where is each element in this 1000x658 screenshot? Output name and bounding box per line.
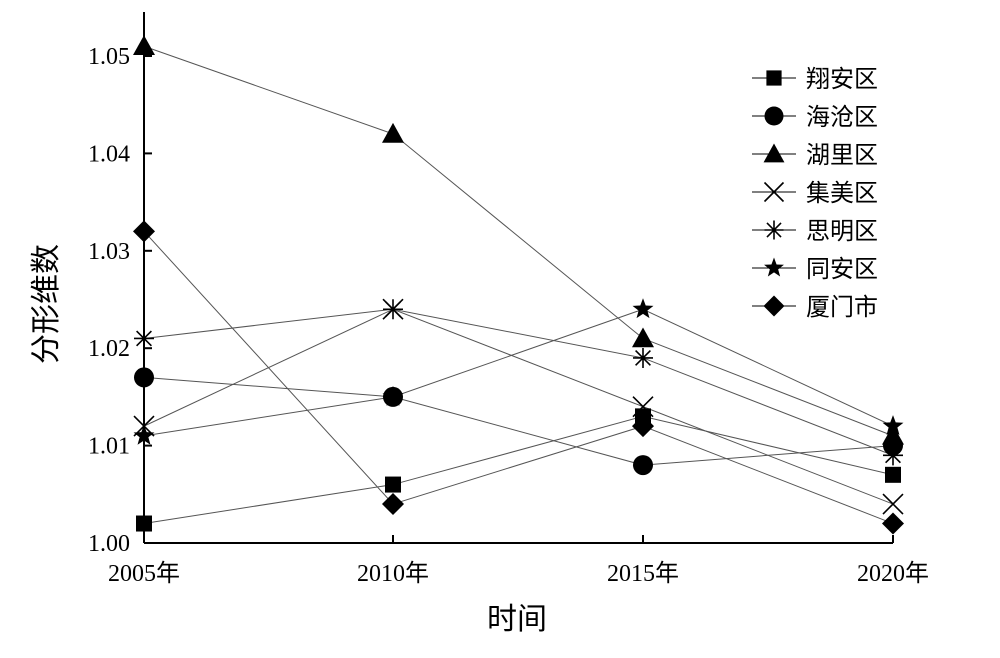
data-point-series7-2 bbox=[382, 493, 404, 516]
legend-marker-triangle-icon bbox=[763, 143, 785, 163]
data-point-series2-1 bbox=[134, 367, 154, 388]
legend-item-5: 思明区 bbox=[752, 217, 878, 245]
legend-label: 厦门市 bbox=[806, 293, 878, 321]
legend-label: 同安区 bbox=[806, 255, 878, 283]
series-line-7 bbox=[143, 230, 894, 524]
data-point-series7-3 bbox=[632, 415, 654, 438]
x-axis-title: 时间 bbox=[487, 602, 547, 637]
legend-marker-circle-icon bbox=[764, 106, 784, 126]
data-point-series2-3 bbox=[633, 455, 653, 476]
series-line-5 bbox=[143, 308, 894, 456]
data-point-series6-4 bbox=[882, 415, 904, 436]
data-point-series3-1 bbox=[133, 35, 155, 56]
y-tick-label: 1.00 bbox=[88, 531, 130, 557]
legend-label: 思明区 bbox=[806, 217, 878, 245]
y-tick-label: 1.05 bbox=[88, 44, 130, 70]
data-point-series4-3 bbox=[632, 396, 654, 418]
series-markers bbox=[133, 35, 904, 535]
series-line-3 bbox=[143, 45, 894, 437]
data-point-series3-2 bbox=[382, 122, 404, 143]
data-point-series5-3 bbox=[633, 347, 653, 368]
x-tick-label: 2020年 bbox=[857, 560, 929, 587]
data-point-series5-2 bbox=[383, 299, 403, 320]
legend-marker-square-icon bbox=[766, 70, 782, 86]
data-point-series7-4 bbox=[882, 512, 904, 535]
data-point-series6-3 bbox=[632, 298, 654, 319]
legend-item-6: 同安区 bbox=[752, 255, 878, 283]
y-tick-label: 1.04 bbox=[88, 141, 130, 167]
y-tick-label: 1.01 bbox=[88, 434, 130, 460]
data-point-series6-1 bbox=[133, 424, 155, 445]
series-line-2 bbox=[143, 376, 894, 466]
legend-item-4: 集美区 bbox=[752, 179, 878, 207]
legend-marker-x-icon bbox=[763, 181, 785, 203]
legend-label: 翔安区 bbox=[806, 65, 878, 93]
legend-label: 湖里区 bbox=[806, 141, 878, 169]
legend-label: 海沧区 bbox=[806, 103, 878, 131]
y-tick-label: 1.03 bbox=[88, 239, 130, 265]
series-lines bbox=[143, 45, 894, 525]
legend-label: 集美区 bbox=[806, 179, 878, 207]
legend-marker-asterisk-icon bbox=[764, 220, 784, 240]
x-tick-label: 2005年 bbox=[108, 560, 180, 587]
data-point-series5-4 bbox=[883, 445, 903, 466]
data-point-series3-4 bbox=[882, 424, 904, 445]
x-tick-label: 2015年 bbox=[607, 560, 679, 587]
data-point-series1-4 bbox=[885, 466, 901, 483]
x-tick-label: 2010年 bbox=[357, 560, 429, 587]
legend-marker-star-icon bbox=[764, 257, 784, 277]
data-point-series1-2 bbox=[385, 476, 401, 493]
legend-marker-diamond-icon bbox=[763, 295, 785, 317]
series-line-4 bbox=[143, 308, 894, 505]
y-tick-label: 1.02 bbox=[88, 336, 130, 362]
data-point-series4-4 bbox=[882, 493, 904, 515]
data-point-series3-3 bbox=[632, 327, 654, 348]
series-line-1 bbox=[143, 415, 894, 525]
data-point-series5-1 bbox=[134, 328, 154, 349]
series-line-6 bbox=[143, 308, 894, 437]
data-point-series6-2 bbox=[382, 385, 404, 406]
axes: 1.00 1.01 1.02 1.03 1.04 1.05 2005年 2010年 2015年 2… bbox=[88, 12, 929, 587]
legend-item-7: 厦门市 bbox=[752, 293, 878, 321]
y-axis-title: 分形维数 bbox=[29, 244, 64, 364]
data-point-series7-1 bbox=[133, 220, 155, 243]
legend-item-2: 海沧区 bbox=[752, 103, 878, 131]
legend-item-1: 翔安区 bbox=[752, 65, 878, 93]
data-point-series1-1 bbox=[136, 515, 152, 532]
legend-item-3: 湖里区 bbox=[752, 141, 878, 169]
